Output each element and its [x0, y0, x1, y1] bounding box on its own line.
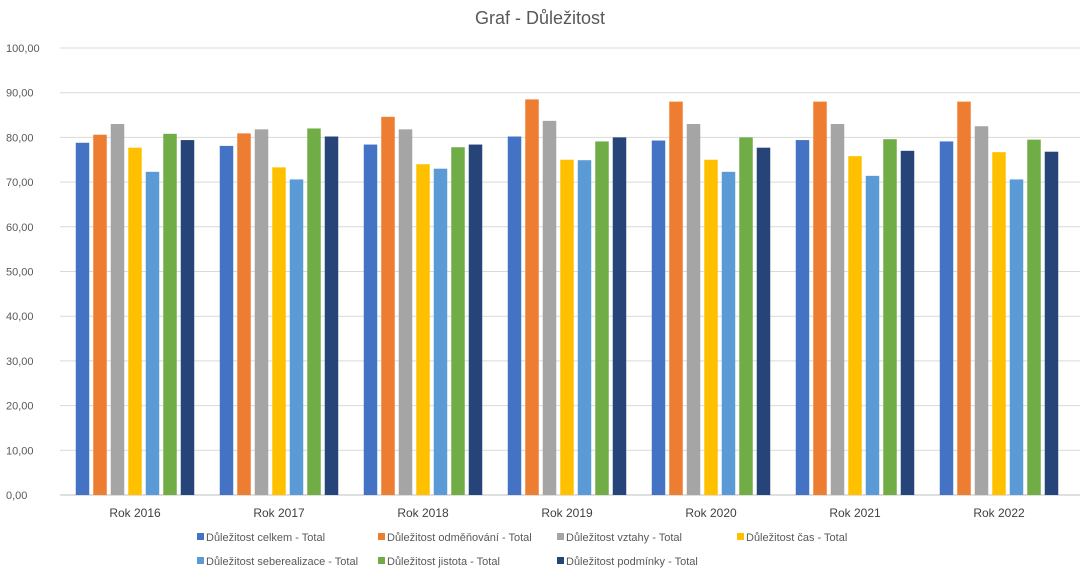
bar-3-5	[686, 123, 701, 496]
legend-label: Důležitost odměňování - Total	[387, 532, 532, 544]
bar-5-6	[865, 175, 880, 496]
legend-label: Důležitost čas - Total	[746, 532, 847, 544]
y-tick-label: 100,00	[6, 43, 40, 55]
x-tick-label: Rok 2016	[109, 506, 161, 520]
bar-3-2	[254, 129, 269, 495]
bar-7-1	[180, 140, 195, 495]
bar-1-6	[795, 140, 810, 495]
y-tick-label: 80,00	[6, 132, 34, 144]
legend-label: Důležitost celkem - Total	[206, 532, 325, 544]
bar-2-1	[93, 134, 107, 495]
x-tick-label: Rok 2020	[685, 506, 737, 520]
legend-swatch	[557, 533, 564, 540]
bar-1-1	[75, 142, 90, 495]
x-tick-label: Rok 2021	[829, 506, 881, 520]
bar-2-3	[381, 116, 395, 495]
legend-swatch	[557, 557, 564, 564]
bar-3-6	[830, 123, 845, 496]
bar-5-4	[577, 160, 592, 495]
legend-swatch	[378, 557, 385, 564]
bar-7-5	[756, 147, 771, 495]
bar-6-7	[1027, 139, 1041, 495]
bar-2-5	[669, 101, 683, 495]
x-tick-label: Rok 2018	[397, 506, 449, 520]
bar-6-1	[163, 133, 177, 495]
y-tick-label: 20,00	[6, 401, 34, 413]
bar-4-2	[272, 167, 286, 495]
bar-4-4	[560, 159, 574, 495]
bar-4-1	[128, 147, 142, 495]
bar-5-1	[145, 171, 160, 495]
legend-swatch	[197, 557, 204, 564]
bar-6-4	[595, 141, 609, 495]
x-tick-label: Rok 2019	[541, 506, 593, 520]
bar-7-3	[468, 144, 483, 495]
bar-2-2	[237, 133, 251, 495]
bar-3-3	[398, 129, 413, 495]
legend-swatch	[197, 533, 204, 540]
bar-3-4	[542, 120, 557, 496]
bar-1-4	[507, 136, 522, 496]
y-tick-label: 40,00	[6, 311, 34, 323]
chart-title: Graf - Důležitost	[475, 8, 605, 28]
y-tick-label: 30,00	[6, 356, 34, 368]
bar-7-6	[900, 150, 915, 495]
y-axis-tick-labels: 0,00 10,00 20,00 30,00 40,00 50,00 60,00 70,00 8…	[6, 43, 40, 502]
legend-label: Důležitost vztahy - Total	[566, 532, 682, 544]
y-tick-label: 90,00	[6, 88, 34, 100]
legend-swatch	[378, 533, 385, 540]
y-tick-label: 10,00	[6, 445, 34, 457]
bar-6-6	[883, 139, 897, 496]
y-tick-label: 0,00	[6, 490, 27, 502]
bar-1-5	[651, 140, 666, 496]
bar-6-2	[307, 128, 321, 495]
bar-7-7	[1044, 151, 1059, 496]
bar-7-4	[612, 137, 627, 495]
legend: Důležitost celkem - Total Důležitost odmě…	[197, 532, 847, 568]
bar-3-1	[110, 123, 125, 496]
bars	[75, 99, 1059, 496]
bar-2-4	[525, 99, 539, 495]
bar-4-5	[704, 159, 718, 495]
bar-7-2	[324, 136, 339, 496]
y-tick-label: 50,00	[6, 267, 34, 279]
bar-5-2	[289, 179, 304, 495]
bar-5-7	[1009, 179, 1024, 495]
bar-4-6	[848, 156, 862, 495]
bar-1-7	[939, 141, 954, 495]
bar-2-6	[813, 101, 827, 495]
bar-1-3	[363, 144, 378, 495]
y-tick-label: 60,00	[6, 222, 34, 234]
x-tick-label: Rok 2022	[973, 506, 1025, 520]
bar-2-7	[957, 101, 971, 495]
bar-4-3	[416, 164, 430, 495]
bar-3-7	[974, 126, 989, 495]
x-tick-label: Rok 2017	[253, 506, 305, 520]
bar-5-3	[433, 168, 448, 495]
legend-swatch	[737, 533, 744, 540]
bar-6-3	[451, 147, 465, 495]
legend-label: Důležitost jistota - Total	[387, 556, 500, 568]
legend-label: Důležitost podmínky - Total	[566, 556, 698, 568]
x-axis-tick-labels: Rok 2016 Rok 2017 Rok 2018 Rok 2019 Rok 2020…	[109, 506, 1025, 520]
legend-label: Důležitost seberealizace - Total	[206, 556, 358, 568]
bar-5-5	[721, 171, 736, 495]
bar-6-5	[739, 137, 753, 495]
y-tick-label: 70,00	[6, 177, 34, 189]
bar-1-2	[219, 145, 234, 495]
bar-4-7	[992, 152, 1006, 495]
